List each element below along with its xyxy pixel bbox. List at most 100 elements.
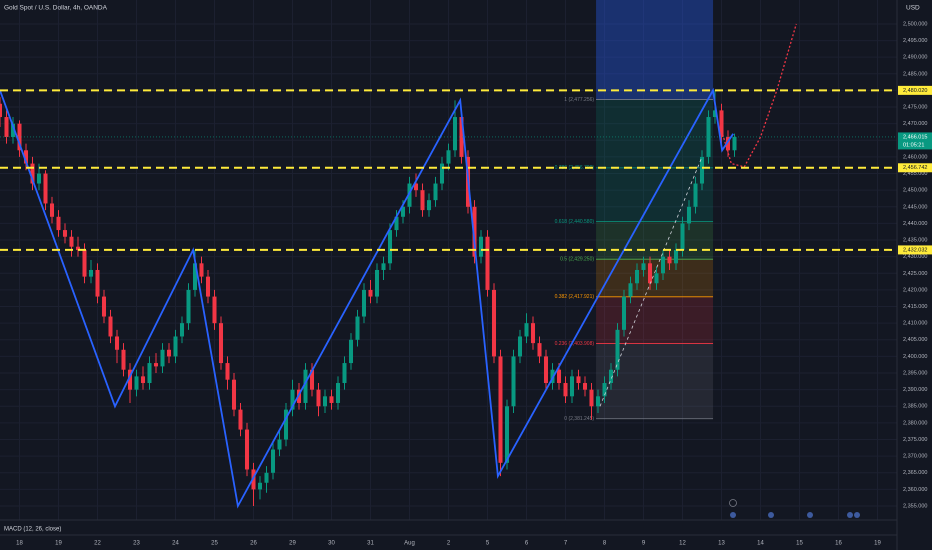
level-tag-label: 2,432.032	[903, 247, 927, 253]
candle-body	[290, 389, 295, 410]
x-tick-label: 12	[679, 541, 686, 547]
y-tick-label: 2,455.000	[903, 171, 927, 177]
candle-body	[257, 482, 263, 490]
x-tick-label: 5	[486, 541, 490, 547]
candle-body	[17, 123, 22, 151]
candle-body	[400, 206, 406, 217]
candle-body	[621, 296, 627, 330]
candle-body	[712, 110, 718, 118]
fib-zone	[596, 296, 714, 344]
y-tick-label: 2,440.000	[903, 221, 927, 227]
candle-body	[56, 216, 61, 231]
candle-body	[693, 183, 698, 207]
level-tag	[898, 85, 932, 95]
last-price-label: 2,466.015	[903, 134, 927, 140]
candle-body	[615, 329, 620, 370]
candle-body	[472, 206, 477, 257]
fib-zone	[596, 99, 714, 168]
y-tick-label: 2,475.000	[903, 105, 927, 111]
level-tag	[898, 245, 932, 255]
x-tick-label: 19	[874, 541, 881, 547]
candle-body	[569, 376, 575, 397]
level-tag	[898, 163, 932, 173]
y-tick-label: 2,490.000	[903, 55, 927, 61]
candle-body	[394, 216, 399, 231]
y-tick-label: 2,485.000	[903, 71, 927, 77]
candle-body	[608, 369, 614, 384]
level-tag-label: 2,480.020	[903, 88, 927, 94]
candle-body	[641, 263, 646, 270]
candle-body	[121, 349, 126, 370]
candle-body	[381, 263, 386, 270]
candle-body	[426, 200, 432, 211]
fib-label: 0.618 (2,440.580)	[555, 219, 595, 225]
y-tick-label: 2,495.000	[903, 38, 927, 44]
candle-body	[368, 289, 373, 297]
candle-body	[186, 289, 191, 324]
candle-body	[413, 183, 419, 191]
candle-body	[543, 356, 549, 384]
candle-body	[348, 339, 354, 364]
y-tick-label: 2,355.000	[903, 503, 927, 509]
candle-body	[667, 256, 672, 264]
candle-body	[407, 183, 412, 207]
x-tick-label: 18	[16, 541, 23, 547]
y-tick-label: 2,390.000	[903, 387, 927, 393]
candle-body	[244, 429, 250, 470]
x-tick-label: 26	[250, 541, 257, 547]
y-tick-label: 2,380.000	[903, 420, 927, 426]
candle-body	[660, 256, 666, 274]
y-tick-label: 2,420.000	[903, 287, 927, 293]
y-tick-label: 2,365.000	[903, 470, 927, 476]
x-tick-label: 22	[94, 541, 101, 547]
event-icon	[768, 512, 774, 518]
fib-label: 0.382 (2,417.921)	[555, 294, 595, 300]
candle-body	[283, 409, 289, 440]
candle-body	[140, 376, 146, 384]
candle-body	[199, 263, 204, 277]
fib-label: 0.5 (2,429.250)	[560, 256, 594, 262]
candle-body	[511, 356, 516, 407]
currency: USD	[906, 5, 920, 12]
grid	[0, 0, 897, 520]
level-tag-label: 2,456.742	[903, 165, 927, 171]
candle-body	[147, 363, 152, 384]
candle-body	[530, 323, 536, 344]
event-icon	[854, 512, 860, 518]
candle-body	[446, 150, 451, 164]
candle-body	[82, 250, 87, 277]
candle-body	[699, 156, 705, 184]
fib-zone	[596, 221, 714, 260]
candle-body	[264, 472, 269, 483]
candle-body	[69, 236, 74, 247]
candle-body	[504, 406, 510, 463]
candle-body	[374, 269, 380, 297]
candle-body	[160, 349, 165, 367]
x-tick-label: 2	[447, 541, 451, 547]
x-tick-label: Aug	[404, 541, 415, 547]
y-tick-label: 2,435.000	[903, 238, 927, 244]
candle-body	[62, 230, 68, 237]
x-tick-label: 6	[525, 541, 529, 547]
target-zone	[596, 0, 714, 100]
event-icon	[730, 512, 736, 518]
y-tick-label: 2,375.000	[903, 437, 927, 443]
candle-body	[589, 389, 594, 407]
y-tick-label: 2,415.000	[903, 304, 927, 310]
y-tick-label: 2,370.000	[903, 454, 927, 460]
candle-body	[634, 269, 640, 284]
candle-body	[179, 323, 185, 337]
candle-body	[303, 369, 308, 403]
candle-body	[49, 203, 55, 217]
candle-body	[537, 343, 542, 357]
candle-body	[628, 283, 633, 297]
y-tick-label: 2,385.000	[903, 404, 927, 410]
event-icon	[847, 512, 853, 518]
x-tick-label: 8	[603, 541, 607, 547]
last-price-tag	[898, 132, 932, 150]
x-tick-label: 9	[642, 541, 646, 547]
x-tick-label: 30	[328, 541, 335, 547]
y-tick-label: 2,445.000	[903, 204, 927, 210]
x-tick-label: 25	[211, 541, 218, 547]
